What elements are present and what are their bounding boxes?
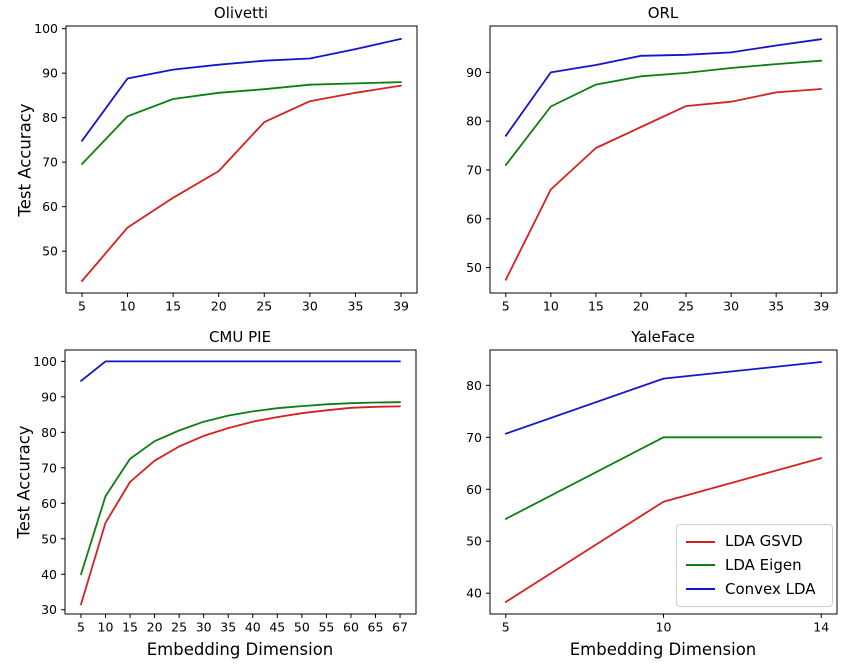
svg-text:30: 30 — [302, 299, 318, 314]
svg-text:70: 70 — [41, 460, 57, 475]
svg-text:30: 30 — [196, 620, 212, 635]
svg-text:50: 50 — [294, 620, 310, 635]
svg-text:10: 10 — [98, 620, 114, 635]
svg-text:67: 67 — [392, 620, 408, 635]
svg-text:80: 80 — [466, 378, 482, 393]
svg-text:35: 35 — [220, 620, 236, 635]
svg-text:65: 65 — [368, 620, 384, 635]
legend-label-lda-eigen: LDA Eigen — [725, 555, 802, 574]
legend-line-lda-gsvd — [686, 540, 715, 543]
svg-text:90: 90 — [41, 389, 57, 404]
subplot-title-orl: ORL — [647, 4, 679, 22]
subplot-title-olivetti: Olivetti — [213, 4, 269, 22]
svg-text:30: 30 — [41, 602, 57, 617]
svg-text:40: 40 — [245, 620, 261, 635]
svg-text:20: 20 — [633, 299, 649, 314]
svg-text:50: 50 — [41, 531, 57, 546]
svg-text:20: 20 — [211, 299, 227, 314]
svg-text:10: 10 — [656, 620, 672, 635]
legend-label-lda-gsvd: LDA GSVD — [725, 532, 803, 551]
svg-text:50: 50 — [466, 534, 482, 549]
legend-entry-lda-eigen: LDA Eigen — [686, 555, 823, 574]
y-axis-label-bottom: Test Accuracy — [14, 425, 34, 539]
x-axis-label-left: Embedding Dimension — [146, 640, 334, 659]
svg-text:10: 10 — [543, 299, 559, 314]
svg-text:90: 90 — [42, 66, 58, 81]
svg-text:15: 15 — [165, 299, 181, 314]
svg-text:60: 60 — [343, 620, 359, 635]
svg-text:70: 70 — [466, 430, 482, 445]
svg-text:40: 40 — [41, 567, 57, 582]
svg-text:80: 80 — [42, 110, 58, 125]
svg-text:60: 60 — [41, 496, 57, 511]
svg-text:70: 70 — [42, 155, 58, 170]
svg-text:45: 45 — [269, 620, 285, 635]
svg-text:90: 90 — [466, 65, 482, 80]
svg-text:10: 10 — [120, 299, 136, 314]
subplot-title-cmu-pie: CMU PIE — [208, 328, 272, 346]
svg-text:50: 50 — [466, 260, 482, 275]
svg-text:35: 35 — [768, 299, 784, 314]
svg-text:55: 55 — [318, 620, 334, 635]
svg-text:5: 5 — [77, 620, 85, 635]
svg-text:5: 5 — [502, 299, 510, 314]
svg-text:15: 15 — [122, 620, 138, 635]
svg-text:5: 5 — [78, 299, 86, 314]
legend: LDA GSVD LDA Eigen Convex LDA — [676, 524, 833, 607]
svg-text:39: 39 — [393, 299, 409, 314]
svg-text:100: 100 — [34, 21, 58, 36]
subplot-title-yaleface: YaleFace — [631, 328, 695, 346]
svg-text:25: 25 — [256, 299, 272, 314]
svg-text:39: 39 — [813, 299, 829, 314]
legend-entry-lda-gsvd: LDA GSVD — [686, 533, 823, 550]
legend-line-lda-eigen — [686, 564, 715, 567]
svg-text:60: 60 — [466, 482, 482, 497]
svg-text:100: 100 — [33, 354, 57, 369]
svg-text:60: 60 — [466, 211, 482, 226]
svg-text:80: 80 — [466, 114, 482, 129]
svg-text:30: 30 — [723, 299, 739, 314]
svg-text:25: 25 — [678, 299, 694, 314]
svg-text:40: 40 — [466, 586, 482, 601]
svg-text:35: 35 — [348, 299, 364, 314]
svg-text:20: 20 — [147, 620, 163, 635]
svg-text:5: 5 — [502, 620, 510, 635]
svg-text:25: 25 — [171, 620, 187, 635]
x-axis-label-right: Embedding Dimension — [569, 640, 757, 659]
legend-label-convex-lda: Convex LDA — [725, 579, 816, 598]
svg-text:70: 70 — [466, 162, 482, 177]
svg-text:50: 50 — [42, 244, 58, 259]
legend-entry-convex-lda: Convex LDA — [686, 579, 823, 598]
svg-text:80: 80 — [41, 425, 57, 440]
legend-line-convex-lda — [686, 588, 715, 591]
svg-text:60: 60 — [42, 199, 58, 214]
svg-text:15: 15 — [588, 299, 604, 314]
y-axis-label-top: Test Accuracy — [15, 103, 35, 217]
svg-text:14: 14 — [813, 620, 829, 635]
